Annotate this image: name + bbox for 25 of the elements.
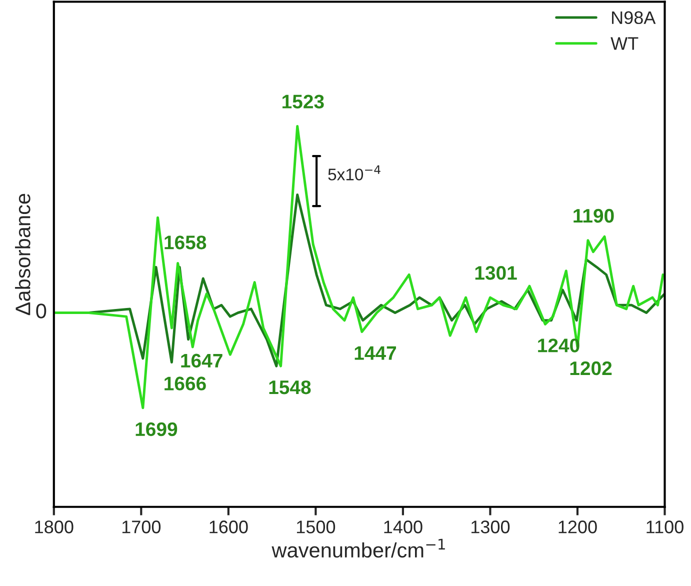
annotation: 5x10$^{−4}$ xyxy=(328,165,380,180)
x-tick-label: 1600 xyxy=(210,520,248,534)
x-tick-label: 1100 xyxy=(646,520,684,534)
x-tick-label: 1200 xyxy=(558,520,597,534)
y-axis-title: Δabsorbance xyxy=(15,194,30,316)
annotation: 1699 xyxy=(136,422,178,436)
legend-label: N98A xyxy=(612,11,656,24)
annotation: 1658 xyxy=(164,236,206,250)
annotation: 1523 xyxy=(282,94,324,109)
x-tick-label: 1800 xyxy=(35,520,74,534)
annotation: 1647 xyxy=(181,354,222,368)
x-tick-label: 1300 xyxy=(472,520,510,534)
annotation: 0 xyxy=(36,304,46,318)
annotation: 1202 xyxy=(570,361,612,376)
x-tick-label: 1500 xyxy=(296,520,336,534)
annotation: 1666 xyxy=(164,376,206,390)
x-tick-label: 1700 xyxy=(122,520,161,534)
annotation: 1548 xyxy=(269,380,311,394)
legend-label: WT xyxy=(610,37,638,50)
x-axis-title: wavenumber/cm$^{−1}$ xyxy=(272,538,445,558)
annotation: 1190 xyxy=(574,208,614,223)
x-tick-label: 1400 xyxy=(384,520,422,534)
annotation: 1301 xyxy=(475,266,517,280)
annotation: 1447 xyxy=(354,346,396,360)
annotation: 1240 xyxy=(538,338,580,352)
